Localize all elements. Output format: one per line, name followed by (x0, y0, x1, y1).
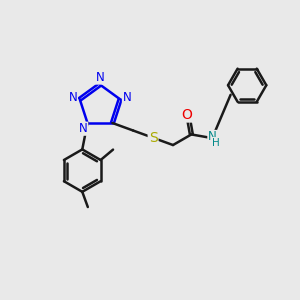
Text: N: N (79, 122, 88, 135)
Text: O: O (182, 108, 193, 122)
Text: H: H (212, 137, 220, 148)
Text: N: N (208, 130, 217, 143)
Text: N: N (122, 91, 131, 103)
Text: N: N (69, 91, 77, 103)
Text: N: N (96, 71, 104, 84)
Text: S: S (149, 131, 158, 145)
